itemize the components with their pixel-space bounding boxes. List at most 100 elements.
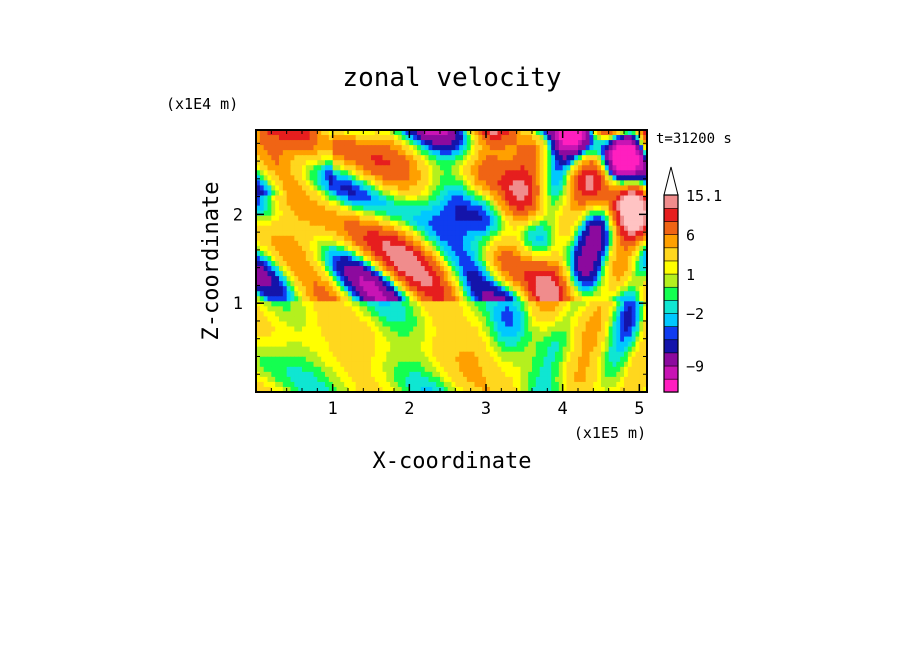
heatmap-cell (363, 286, 368, 292)
heatmap-cell (405, 326, 410, 333)
heatmap-cell (474, 255, 479, 262)
heatmap-cell (597, 250, 602, 257)
heatmap-cell (397, 230, 403, 237)
heatmap-cell (267, 150, 272, 156)
heatmap-cell (612, 371, 617, 378)
heatmap-cell (509, 271, 514, 277)
heatmap-cell (279, 371, 284, 378)
heatmap-cell (558, 165, 564, 171)
heatmap-cell (259, 371, 265, 378)
heatmap-cell (401, 351, 407, 358)
heatmap-cell (639, 341, 644, 348)
heatmap-cell (428, 130, 433, 136)
heatmap-cell (532, 356, 537, 363)
heatmap-cell (558, 271, 564, 277)
heatmap-cell (447, 225, 453, 232)
heatmap-cell (390, 306, 395, 312)
heatmap-cell (593, 245, 598, 252)
heatmap-cell (409, 215, 414, 222)
heatmap-cell (639, 286, 644, 292)
heatmap-cell (601, 351, 606, 358)
heatmap-cell (351, 266, 357, 272)
heatmap-cell (440, 215, 445, 222)
heatmap-cell (401, 210, 407, 217)
heatmap-cell (539, 321, 545, 328)
heatmap-cell (578, 266, 583, 272)
heatmap-cell (474, 250, 479, 257)
heatmap-cell (332, 230, 338, 237)
heatmap-cell (336, 291, 341, 297)
heatmap-cell (363, 341, 368, 348)
heatmap-cell (302, 170, 307, 176)
heatmap-cell (604, 366, 610, 373)
heatmap-cell (332, 266, 338, 272)
heatmap-cell (474, 296, 479, 302)
heatmap-cell (574, 150, 579, 156)
heatmap-cell (397, 235, 403, 242)
heatmap-cell (543, 200, 548, 207)
heatmap-cell (382, 266, 387, 272)
heatmap-cell (562, 291, 568, 297)
heatmap-cell (259, 175, 265, 181)
heatmap-cell (643, 331, 648, 338)
heatmap-cell (512, 341, 518, 348)
heatmap-cell (627, 276, 633, 282)
heatmap-cell (371, 165, 376, 171)
heatmap-cell (382, 326, 387, 333)
heatmap-cell (539, 240, 545, 247)
heatmap-cell (328, 140, 334, 146)
heatmap-cell (428, 331, 433, 338)
heatmap-cell (436, 240, 441, 247)
heatmap-cell (558, 286, 564, 292)
heatmap-cell (378, 245, 384, 252)
heatmap-cell (593, 306, 598, 312)
heatmap-cell (279, 366, 284, 373)
heatmap-cell (489, 296, 495, 302)
heatmap-cell (604, 140, 610, 146)
heatmap-cell (505, 170, 510, 176)
heatmap-cell (302, 215, 307, 222)
heatmap-cell (543, 291, 548, 297)
heatmap-cell (589, 140, 594, 146)
heatmap-cell (578, 306, 583, 312)
heatmap-cell (374, 306, 380, 312)
heatmap-cell (535, 185, 541, 192)
heatmap-cell (639, 220, 644, 227)
heatmap-cell (256, 346, 261, 353)
heatmap-cell (378, 356, 384, 363)
heatmap-cell (344, 321, 349, 328)
heatmap-cell (440, 195, 445, 202)
heatmap-cell (466, 286, 472, 292)
heatmap-cell (371, 180, 376, 187)
heatmap-cell (286, 170, 292, 176)
heatmap-cell (409, 341, 414, 348)
heatmap-cell (547, 235, 552, 242)
heatmap-cell (394, 366, 399, 373)
heatmap-cell (409, 135, 414, 141)
heatmap-cell (267, 281, 272, 287)
heatmap-cell (570, 336, 575, 343)
heatmap-cell (321, 371, 326, 378)
heatmap-cell (616, 301, 621, 307)
heatmap-cell (279, 150, 284, 156)
heatmap-cell (597, 276, 602, 282)
heatmap-cell (428, 175, 433, 181)
heatmap-cell (643, 311, 648, 318)
heatmap-cell (417, 160, 422, 166)
heatmap-cell (282, 281, 288, 287)
heatmap-cell (317, 356, 322, 363)
heatmap-cell (455, 175, 460, 181)
heatmap-cell (305, 371, 311, 378)
heatmap-cell (505, 346, 510, 353)
heatmap-cell (340, 130, 345, 136)
heatmap-cell (624, 366, 629, 373)
heatmap-cell (497, 150, 502, 156)
heatmap-cell (336, 230, 341, 237)
heatmap-cell (539, 306, 545, 312)
heatmap-cell (367, 276, 372, 282)
heatmap-cell (635, 140, 640, 146)
heatmap-cell (325, 316, 330, 323)
heatmap-cell (409, 185, 414, 192)
heatmap-cell (256, 230, 261, 237)
heatmap-cell (340, 185, 345, 192)
